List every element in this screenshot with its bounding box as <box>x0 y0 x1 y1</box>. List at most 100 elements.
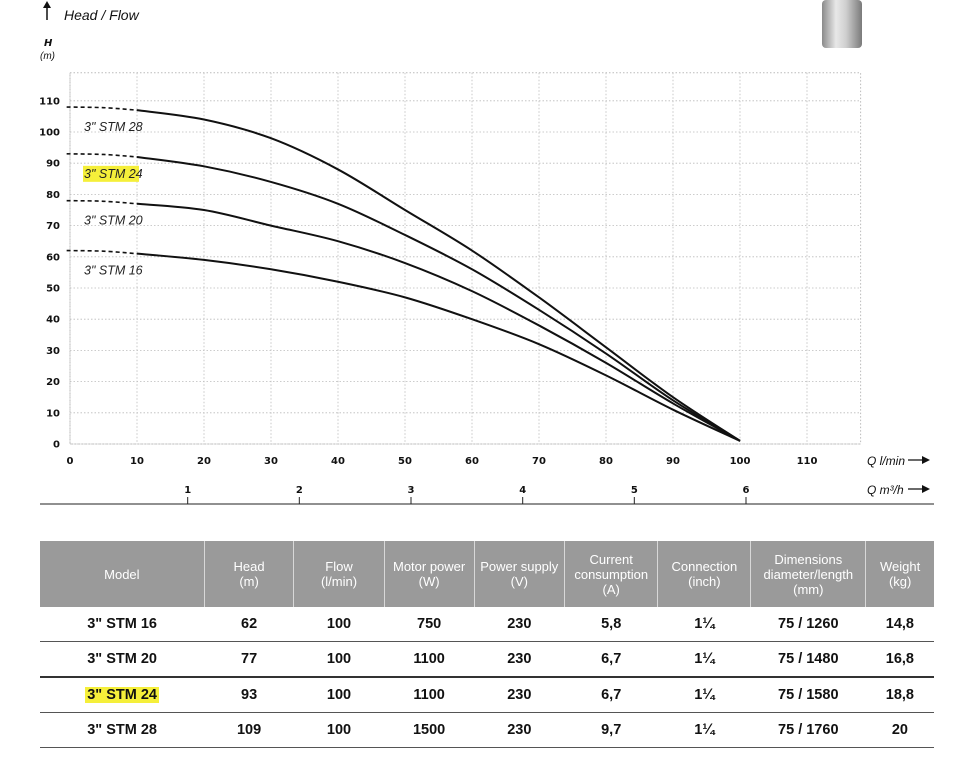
y-tick-label: 20 <box>46 377 60 388</box>
table-cell: 5,8 <box>564 607 658 642</box>
curve-shutoff-dashed <box>66 106 138 111</box>
table-header-line: Model <box>104 566 140 582</box>
chart-grid <box>69 72 862 445</box>
table-cell: 1500 <box>384 712 475 748</box>
cell-text: 75 / 1580 <box>778 687 839 703</box>
table-body: 3" STM 16 62 100 750 230 5,8 1¼ 75 / 1260 14,8 3"… <box>40 607 934 748</box>
table-cell: 18,8 <box>865 676 934 713</box>
table-header-cell: Flow (l/min) <box>293 541 385 607</box>
cell-text: 18,8 <box>885 687 914 703</box>
table-cell: 230 <box>474 641 565 678</box>
x-axis-label: Q l/min <box>867 454 905 468</box>
y-tick-label: 30 <box>46 346 60 357</box>
table-header-cell: Dimensions diameter/length (mm) <box>750 541 867 607</box>
title-arrow <box>43 1 51 20</box>
curve-line <box>136 109 741 442</box>
y-tick-label: 100 <box>39 128 60 139</box>
x-tick-label: 100 <box>730 456 751 467</box>
table-cell: 14,8 <box>865 607 934 642</box>
x2-tick-label: 6 <box>743 485 750 496</box>
table-cell: 230 <box>474 607 565 642</box>
table-header-line: Connection <box>671 559 738 574</box>
cell-text: 3" STM 20 <box>87 651 157 667</box>
table-cell: 100 <box>293 676 385 713</box>
y-tick-labels: 0 10 20 30 40 50 60 70 80 90 100 110 <box>39 96 60 450</box>
table-header-line: Weight <box>880 559 921 574</box>
table-header-line: (V) <box>510 574 528 589</box>
curve-shutoff-dashed <box>66 153 138 158</box>
cell-text: 3" STM 28 <box>87 722 157 738</box>
curve-shutoff-dashed <box>66 249 138 255</box>
y-tick-label: 40 <box>46 315 60 326</box>
table-row: 3" STM 16 62 100 750 230 5,8 1¼ 75 / 1260 14,8 <box>40 607 934 642</box>
curve-line <box>136 252 741 442</box>
x2-tick-label: 3 <box>408 485 415 496</box>
table-header-line: (mm) <box>793 581 824 597</box>
cell-text: 16,8 <box>885 651 914 667</box>
table-header-line: Head <box>233 559 265 574</box>
table-header-line: Current <box>589 551 633 567</box>
cell-text: 750 <box>417 616 442 632</box>
cell-text: 100 <box>326 687 352 703</box>
cell-text: 5,8 <box>601 616 622 632</box>
x2-axis-label: Q m³/h <box>867 483 904 497</box>
table-header-cell: Weight (kg) <box>865 541 934 607</box>
x-tick-label: 50 <box>398 456 412 467</box>
x-axis-arrow <box>908 456 930 464</box>
cell-text: 75 / 1480 <box>778 651 839 667</box>
table-cell: 62 <box>204 607 294 642</box>
x-tick-label: 70 <box>532 456 546 467</box>
y-tick-label: 10 <box>46 408 60 419</box>
y-tick-label: 0 <box>53 440 60 451</box>
table-cell: 100 <box>293 712 385 748</box>
curves <box>66 106 741 442</box>
table-header-cell: Power supply (V) <box>474 541 565 607</box>
x-tick-label: 80 <box>599 456 613 467</box>
cell-text: 3" STM 16 <box>87 616 157 632</box>
cell-text: 6,7 <box>601 651 622 667</box>
model-cell: 3" STM 28 <box>40 712 205 748</box>
table-header-line: (l/min) <box>320 574 358 589</box>
y-axis-label: H <box>44 38 53 49</box>
curve-line <box>136 155 741 442</box>
table-header-cell: Model <box>40 541 205 607</box>
table-cell: 75 / 1480 <box>750 641 866 678</box>
x2-tick-label: 2 <box>296 485 303 496</box>
table-cell: 1100 <box>384 676 475 713</box>
cell-text: 230 <box>507 651 532 667</box>
curve-line <box>136 202 741 442</box>
table-row: 3" STM 20 77 100 1100 230 6,7 1¼ 75 / 1480 16,8 <box>40 641 934 678</box>
cell-text: 1100 <box>413 651 445 667</box>
table-cell: 20 <box>865 712 934 748</box>
table-cell: 1¼ <box>657 607 751 642</box>
cell-text: 230 <box>507 722 532 738</box>
cell-text: 100 <box>326 722 352 738</box>
table-cell: 6,7 <box>564 676 658 713</box>
cell-text: 3" STM 24 <box>85 687 159 703</box>
x2-tick-label: 4 <box>519 485 526 496</box>
model-cell: 3" STM 16 <box>40 607 205 642</box>
curve-shutoff-dashed <box>66 199 138 205</box>
table-header-line: (A) <box>602 581 620 597</box>
cell-text: 230 <box>507 616 532 632</box>
x-tick-label: 10 <box>130 456 144 467</box>
table-row: 3" STM 28 109 100 1500 230 9,7 1¼ 75 / 1760 20 <box>40 712 934 748</box>
cell-text: 100 <box>326 616 352 632</box>
table-cell: 1¼ <box>657 676 751 713</box>
cell-text: 1¼ <box>694 616 715 632</box>
table-header-line: (m) <box>239 574 259 589</box>
x-tick-label: 40 <box>331 456 345 467</box>
x-tick-label: 90 <box>666 456 680 467</box>
x2-tick-label: 5 <box>631 485 638 496</box>
table-cell: 9,7 <box>564 712 658 748</box>
table-header-line: (inch) <box>688 574 721 589</box>
table-cell: 1100 <box>384 641 475 678</box>
cell-text: 1¼ <box>694 722 715 738</box>
cell-text: 1¼ <box>694 687 715 703</box>
cell-text: 1500 <box>412 722 446 738</box>
table-cell: 75 / 1260 <box>750 607 866 642</box>
specs-table: Model Head (m) Flow (l/min) Motor power (W) Pow… <box>40 541 934 748</box>
cell-text: 93 <box>241 687 258 703</box>
x-tick-label: 60 <box>465 456 479 467</box>
table-cell: 16,8 <box>865 641 934 678</box>
